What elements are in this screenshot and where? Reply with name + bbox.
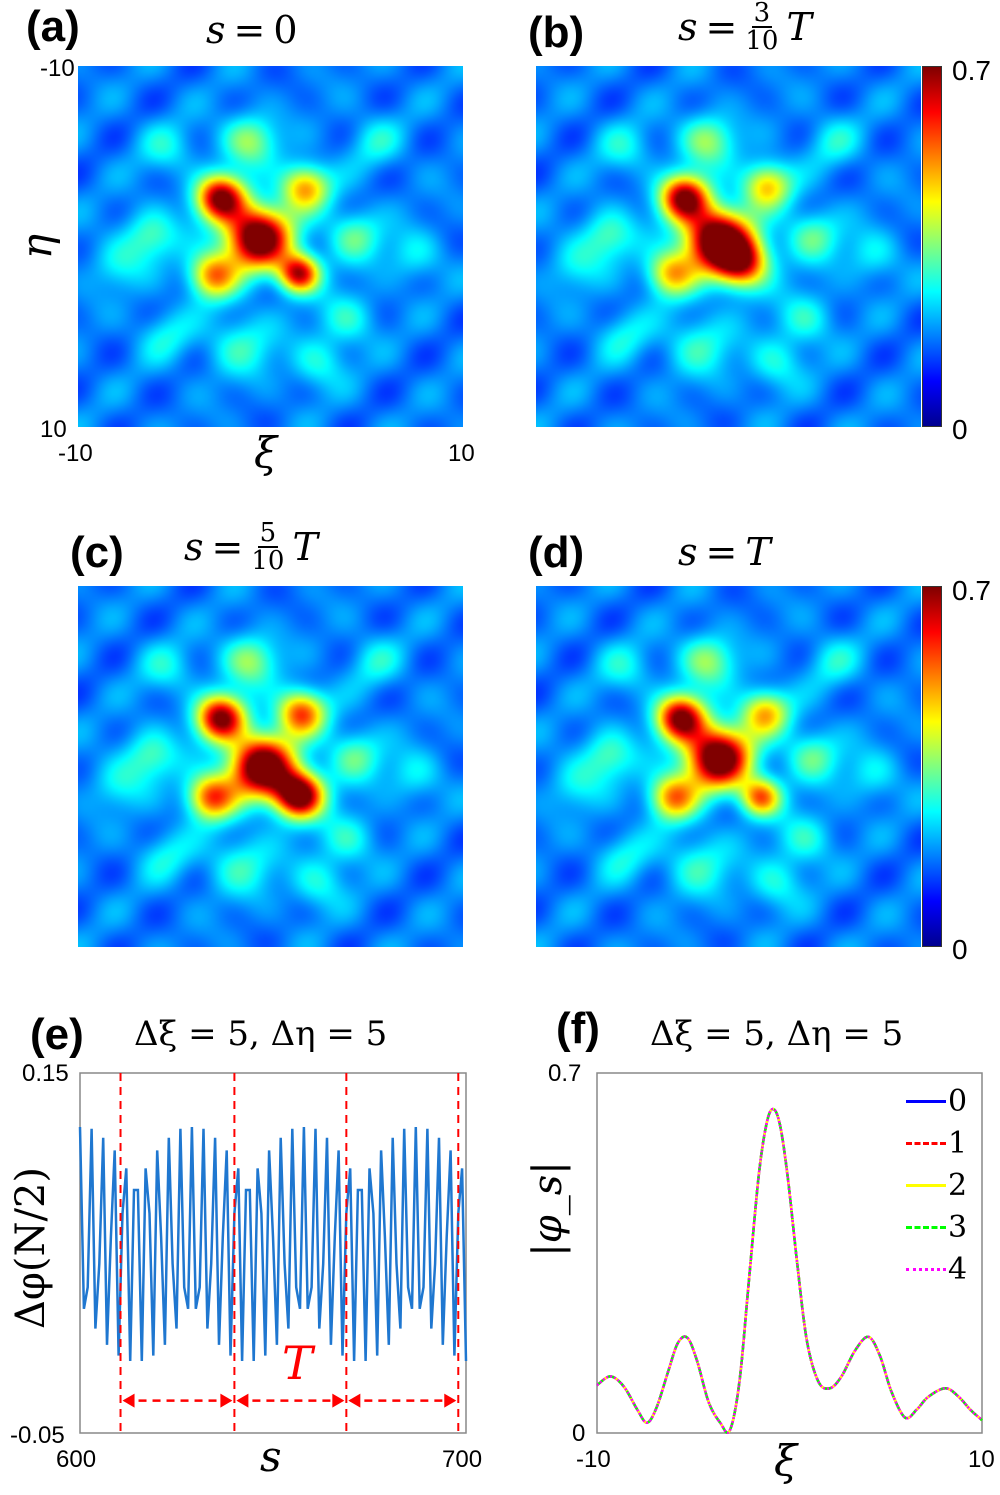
panel-f-label: (f): [556, 1004, 600, 1053]
panel-a-title: s = 0: [206, 8, 298, 52]
panel-d-label: (d): [528, 528, 585, 577]
heatmap-b: [536, 66, 921, 427]
colorbar-max: 0.7: [952, 575, 991, 606]
series-line: [78, 1126, 468, 1362]
legend-label: 4: [948, 1251, 968, 1287]
title-eq: =: [211, 525, 244, 569]
x-axis-label: ξ: [254, 428, 278, 477]
title-var: s: [678, 530, 698, 574]
title-period: T: [292, 525, 318, 569]
colorbar-max: 0.7: [952, 55, 991, 86]
colorbar-bottom: [922, 586, 942, 947]
x-tick-right: 10: [968, 1446, 995, 1473]
legend-label: 2: [948, 1167, 968, 1203]
heatmap-d: [536, 586, 921, 947]
panel-f-title: Δξ = 5, Δη = 5: [650, 1014, 904, 1054]
legend-entry: 2: [906, 1164, 967, 1206]
y-tick-top: 0.15: [22, 1060, 69, 1087]
arrowhead-icon: [122, 1393, 233, 1408]
legend-swatch: [906, 1183, 946, 1187]
y-tick-top: -10: [40, 55, 75, 82]
title-value: 0: [273, 8, 298, 52]
x-tick-right: 10: [448, 440, 475, 467]
legend-entry: 0: [906, 1080, 967, 1122]
panel-e-label: (e): [30, 1010, 84, 1059]
title-var: s: [184, 525, 204, 569]
colorbar-min: 0: [952, 414, 968, 445]
panel-c-title: s = 5 10 T: [184, 520, 318, 574]
title-eq: =: [705, 5, 738, 49]
title-var: s: [678, 5, 698, 49]
fraction-numerator: 3: [751, 0, 773, 28]
legend-label: 1: [948, 1125, 968, 1161]
panel-e-title: Δξ = 5, Δη = 5: [134, 1014, 388, 1054]
legend-entry: 3: [906, 1206, 967, 1248]
x-tick-left: -10: [576, 1446, 611, 1473]
y-tick-bottom: 10: [40, 416, 67, 443]
x-axis-label: s: [260, 1432, 282, 1481]
y-tick-bottom: 0: [572, 1420, 586, 1447]
legend-swatch: [906, 1099, 946, 1103]
arrowhead-icon: [348, 1393, 457, 1408]
legend-entry: 4: [906, 1248, 967, 1290]
panel-d-title: s = T: [678, 530, 771, 574]
title-var: s: [206, 8, 226, 52]
title-value: T: [745, 530, 771, 574]
x-axis-label: ξ: [774, 1436, 798, 1485]
title-fraction: 5 10: [251, 520, 284, 574]
colorbar-min: 0: [952, 934, 968, 965]
title-fraction: 3 10: [745, 0, 778, 54]
fraction-numerator: 5: [257, 518, 279, 548]
legend-swatch: [906, 1267, 946, 1271]
legend-label: 3: [948, 1209, 968, 1245]
series-line-4: [596, 1107, 983, 1435]
title-period: T: [786, 5, 812, 49]
colorbar-top: [922, 66, 942, 427]
heatmap-c: [78, 586, 463, 947]
legend-label: 0: [948, 1083, 968, 1119]
title-eq: =: [705, 530, 738, 574]
x-tick-right: 700: [442, 1446, 483, 1473]
y-tick-bottom: -0.05: [10, 1422, 65, 1449]
panel-a-label: (a): [26, 2, 80, 51]
period-label: T: [282, 1336, 313, 1390]
x-tick-left: -10: [58, 440, 93, 467]
fraction-denominator: 10: [251, 546, 285, 576]
fraction-denominator: 10: [745, 26, 779, 56]
legend-entry: 1: [906, 1122, 967, 1164]
legend: 0 1 2 3 4: [906, 1080, 968, 1290]
panel-b-title: s = 3 10 T: [678, 0, 812, 54]
y-tick-top: 0.7: [548, 1060, 582, 1087]
title-eq: =: [233, 8, 266, 52]
legend-swatch: [906, 1225, 946, 1229]
panel-c-label: (c): [70, 528, 124, 577]
panel-b-label: (b): [528, 8, 585, 57]
heatmap-a: [78, 66, 463, 427]
x-tick-left: 600: [56, 1446, 97, 1473]
y-axis-label: |φ_s|: [524, 1161, 571, 1257]
legend-swatch: [906, 1141, 946, 1145]
arrowhead-icon: [236, 1393, 345, 1408]
